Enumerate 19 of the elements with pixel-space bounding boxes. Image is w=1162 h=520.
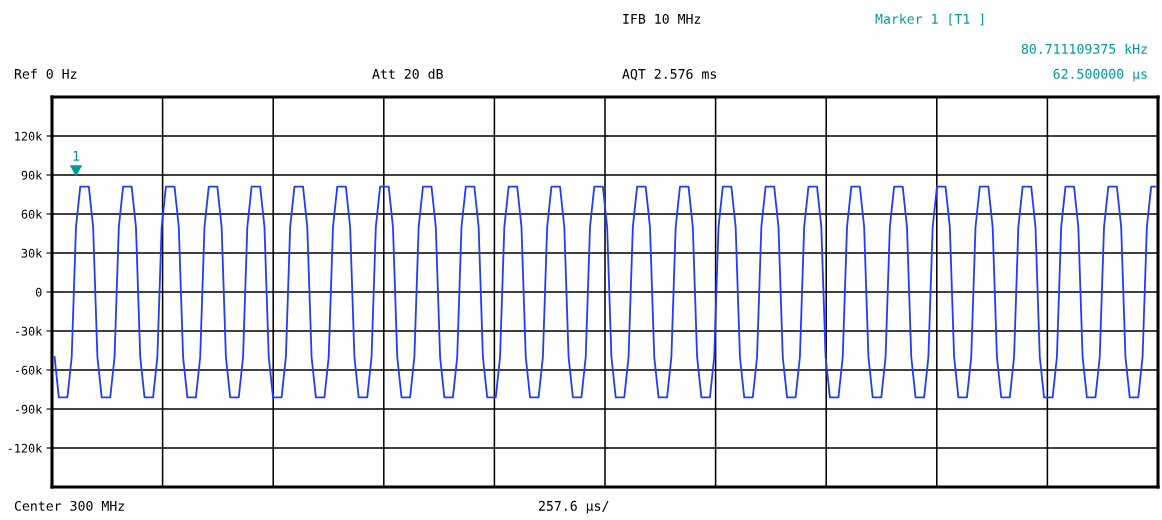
text: 80.711109375 kHz: [1021, 43, 1147, 54]
text: 62.500000 µs: [1053, 68, 1147, 82]
text: Att 20 dB: [372, 68, 443, 79]
y-tick-label: -120k: [8, 443, 43, 453]
y-tick-label: 90k: [21, 170, 43, 180]
y-tick-label: 0: [35, 287, 42, 297]
text: Ref 0 Hz: [14, 68, 77, 79]
y-tick-label: 60k: [21, 209, 43, 219]
y-tick-label: -30k: [15, 326, 43, 336]
y-tick-label: 30k: [21, 248, 43, 258]
text: IFB 10 MHz: [623, 13, 701, 24]
text: Center 300 MHz: [14, 500, 124, 511]
y-tick-label: -60k: [15, 365, 43, 375]
annotation: 1: [73, 151, 80, 161]
text: AQT 2.576 ms: [622, 68, 717, 81]
y-tick-label: 120k: [15, 131, 43, 141]
text: 257.6 µs/: [538, 500, 609, 514]
y-tick-label: -90k: [15, 404, 43, 414]
text: Marker 1 [T1 ]: [875, 13, 984, 26]
